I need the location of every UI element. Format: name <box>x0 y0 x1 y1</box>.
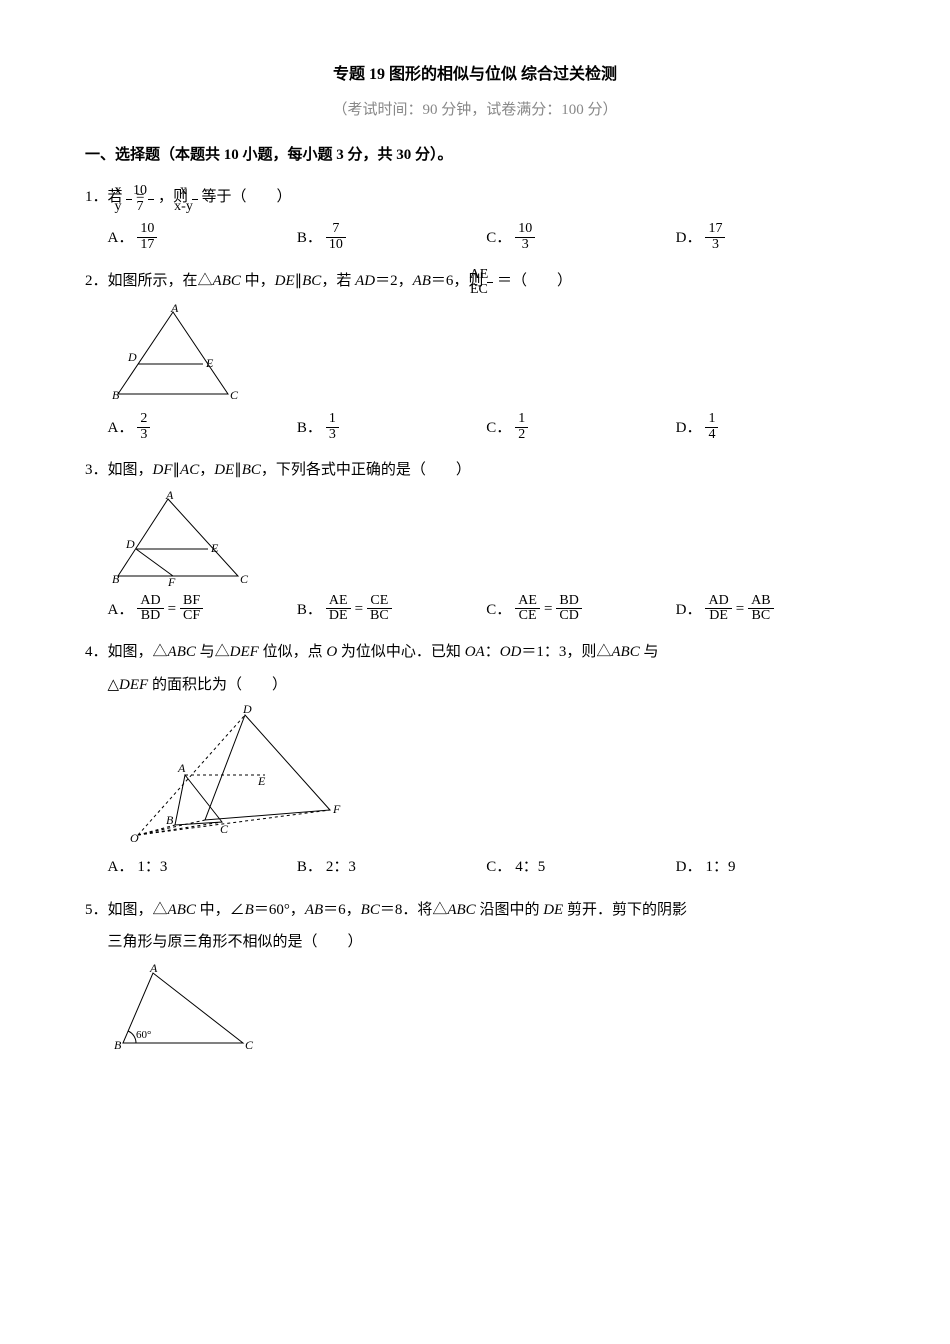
svg-text:F: F <box>332 802 341 816</box>
q2-ratio: AE EC <box>487 268 493 298</box>
question-5-cont: 三角形与原三角形不相似的是（ ） <box>85 928 865 957</box>
svg-text:60°: 60° <box>136 1029 151 1041</box>
q3-choice-b[interactable]: B． AEDE = CEBC <box>297 594 486 624</box>
choice-label-b: B． <box>297 224 322 253</box>
choice-label-d: D． <box>676 224 702 253</box>
svg-text:D: D <box>127 350 137 364</box>
q1-frac1: x y <box>126 184 132 214</box>
q4-number: 4． <box>85 644 108 660</box>
q2-number: 2． <box>85 273 108 289</box>
q1-choices: A． 1017 B． 710 C． 103 D． 173 <box>85 222 865 252</box>
svg-text:E: E <box>210 541 219 555</box>
q2-choice-d[interactable]: D．14 <box>676 412 865 442</box>
svg-text:A: A <box>165 491 174 502</box>
question-1: 1．若 x y = 10 7 ，则 x x-y 等于（ ） <box>85 183 865 214</box>
svg-text:E: E <box>205 356 214 370</box>
choice-label-c: C． <box>486 224 511 253</box>
question-2: 2．如图所示，在△ABC 中，DE∥BC，若 AD＝2，AB＝6，则 AE EC… <box>85 267 865 298</box>
q1d-frac: 173 <box>705 222 725 252</box>
q2-choice-a[interactable]: A．23 <box>108 412 297 442</box>
svg-text:E: E <box>257 774 266 788</box>
section-1-heading: 一、选择题（本题共 10 小题，每小题 3 分，共 30 分）。 <box>85 141 865 170</box>
q3-number: 3． <box>85 462 108 478</box>
q3-figure: A D E B F C <box>108 491 258 586</box>
q4-figure: O A B C D E F <box>130 705 350 845</box>
svg-text:O: O <box>130 831 139 845</box>
q2-choices: A．23 B．13 C．12 D．14 <box>85 412 865 442</box>
svg-text:B: B <box>112 388 120 402</box>
q1-choice-c[interactable]: C． 103 <box>486 222 675 252</box>
q1-number: 1． <box>85 189 108 205</box>
svg-text:B: B <box>166 813 174 827</box>
q1-choice-a[interactable]: A． 1017 <box>108 222 297 252</box>
q3-choice-a[interactable]: A． ADBD = BFCF <box>108 594 297 624</box>
choice-label-a: A． <box>108 224 134 253</box>
q1-frac3: x x-y <box>192 184 198 214</box>
q5-figure: A B C 60° <box>108 963 258 1053</box>
q1-text-tail: 等于（ ） <box>202 189 292 205</box>
q4-choice-a[interactable]: A．1：3 <box>108 853 297 882</box>
q1a-frac: 1017 <box>137 222 157 252</box>
svg-text:C: C <box>240 572 249 586</box>
svg-text:A: A <box>177 761 186 775</box>
svg-text:F: F <box>167 575 176 586</box>
page-title: 专题 19 图形的相似与位似 综合过关检测 <box>85 60 865 90</box>
q3-choice-c[interactable]: C． AECE = BDCD <box>486 594 675 624</box>
q1-frac2: 10 7 <box>148 184 154 214</box>
question-4: 4．如图，△ABC 与△DEF 位似，点 O 为位似中心．已知 OA：OD＝1：… <box>85 638 865 667</box>
q2-choice-b[interactable]: B．13 <box>297 412 486 442</box>
svg-text:B: B <box>112 572 120 586</box>
question-4-cont: △DEF 的面积比为（ ） <box>85 671 865 700</box>
svg-text:A: A <box>149 963 158 975</box>
svg-text:D: D <box>125 537 135 551</box>
svg-text:B: B <box>114 1038 122 1052</box>
q1-choice-b[interactable]: B． 710 <box>297 222 486 252</box>
q5-number: 5． <box>85 902 108 918</box>
question-5: 5．如图，△ABC 中，∠B＝60°，AB＝6，BC＝8．将△ABC 沿图中的 … <box>85 896 865 925</box>
q4-choice-d[interactable]: D．1：9 <box>676 853 865 882</box>
q1c-frac: 103 <box>515 222 535 252</box>
question-3: 3．如图，DF∥AC，DE∥BC，下列各式中正确的是（ ） <box>85 456 865 485</box>
q4-choice-c[interactable]: C．4：5 <box>486 853 675 882</box>
svg-text:D: D <box>242 705 252 716</box>
q3-choice-d[interactable]: D． ADDE = ABBC <box>676 594 865 624</box>
exam-info: （考试时间：90 分钟，试卷满分：100 分） <box>85 96 865 125</box>
q4-choice-b[interactable]: B．2：3 <box>297 853 486 882</box>
q1-choice-d[interactable]: D． 173 <box>676 222 865 252</box>
q3-choices: A． ADBD = BFCF B． AEDE = CEBC C． AECE = … <box>85 594 865 624</box>
svg-text:A: A <box>170 304 179 315</box>
q2-figure: A D E B C <box>108 304 248 404</box>
q2-choice-c[interactable]: C．12 <box>486 412 675 442</box>
q1b-frac: 710 <box>326 222 346 252</box>
q4-choices: A．1：3 B．2：3 C．4：5 D．1：9 <box>85 853 865 882</box>
svg-text:C: C <box>220 822 229 836</box>
svg-text:C: C <box>230 388 239 402</box>
svg-text:C: C <box>245 1038 254 1052</box>
